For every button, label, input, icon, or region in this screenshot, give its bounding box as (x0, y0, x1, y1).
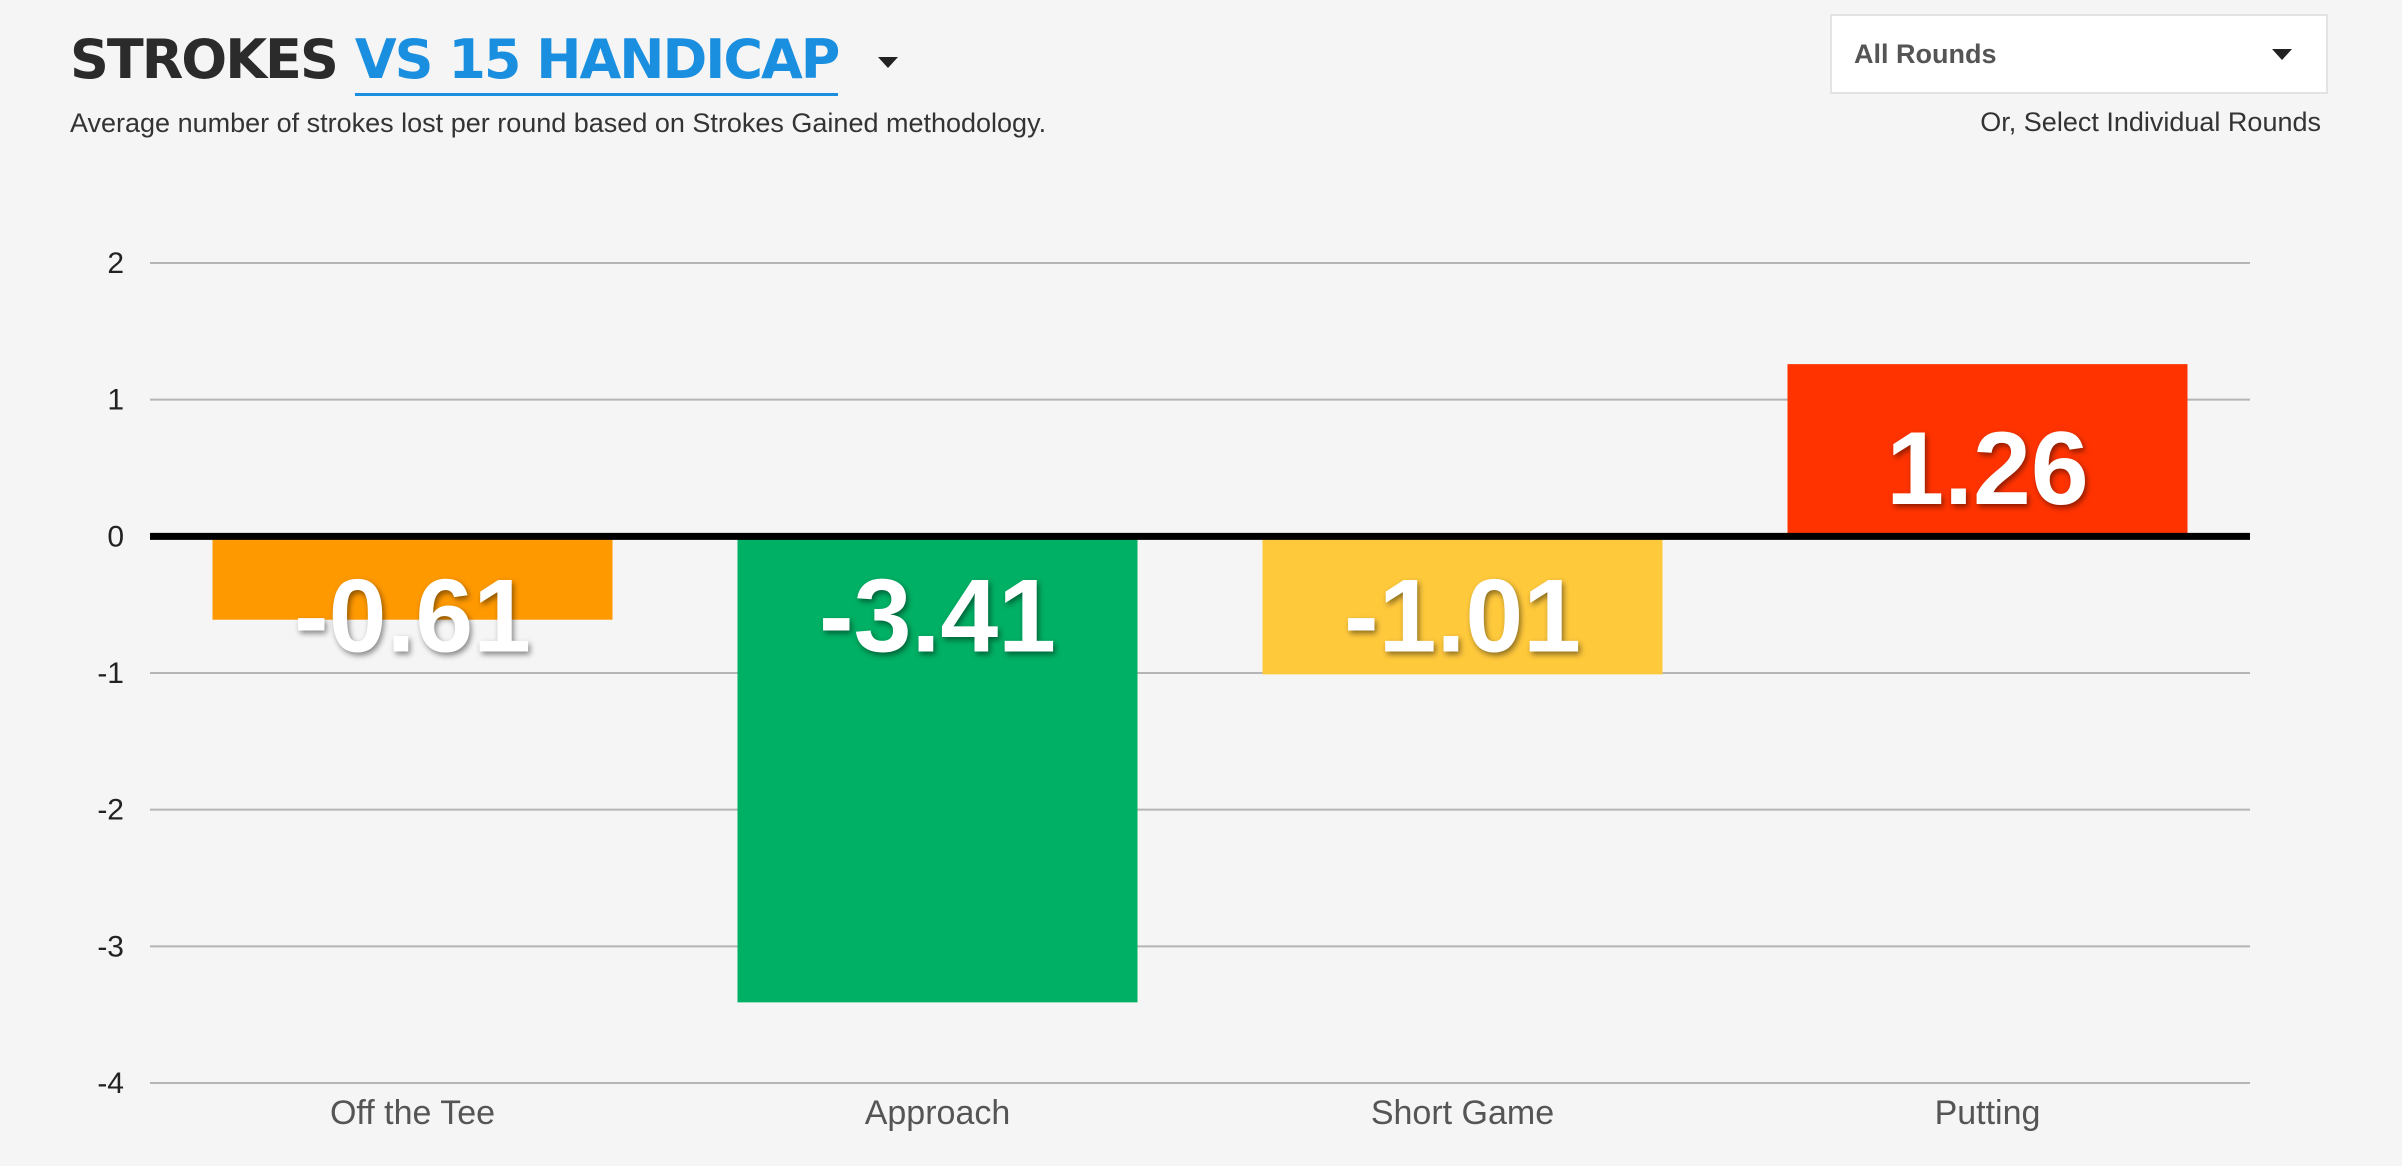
x-category-label: Putting (1935, 1094, 2041, 1132)
round-filter-selected: All Rounds (1854, 38, 1997, 69)
bar[interactable] (1787, 364, 2188, 537)
chevron-down-icon (2272, 48, 2292, 60)
x-category-label: Short Game (1371, 1094, 1554, 1132)
bar-value-label: -1.01 (1344, 558, 1581, 674)
chart-subtitle: Average number of strokes lost per round… (70, 108, 1047, 138)
y-tick-label: 0 (107, 520, 124, 553)
bar-value-label: -3.41 (819, 558, 1056, 674)
y-tick-label: 1 (107, 384, 124, 417)
chart-header: STROKES VS 15 HANDICAP (70, 28, 899, 96)
round-filter-dropdown[interactable]: All Rounds (1830, 14, 2328, 94)
y-tick-label: -4 (97, 1067, 124, 1100)
select-individual-rounds-link[interactable]: Or, Select Individual Rounds (1980, 107, 2321, 137)
bar[interactable] (737, 536, 1138, 1003)
bar[interactable] (212, 536, 613, 620)
bar-value-label: -0.61 (294, 558, 531, 674)
bar-value-label: 1.26 (1886, 411, 2088, 527)
x-category-label: Approach (865, 1094, 1011, 1132)
title-prefix: STROKES (70, 28, 339, 91)
y-tick-label: -1 (97, 657, 124, 690)
y-tick-label: -3 (97, 930, 124, 963)
y-tick-label: -2 (97, 794, 124, 827)
y-tick-label: 2 (107, 247, 124, 280)
bar[interactable] (1262, 536, 1663, 675)
comparison-caret-down-icon[interactable] (878, 56, 899, 68)
comparison-selector[interactable]: VS 15 HANDICAP (354, 28, 840, 96)
x-category-label: Off the Tee (330, 1094, 495, 1132)
